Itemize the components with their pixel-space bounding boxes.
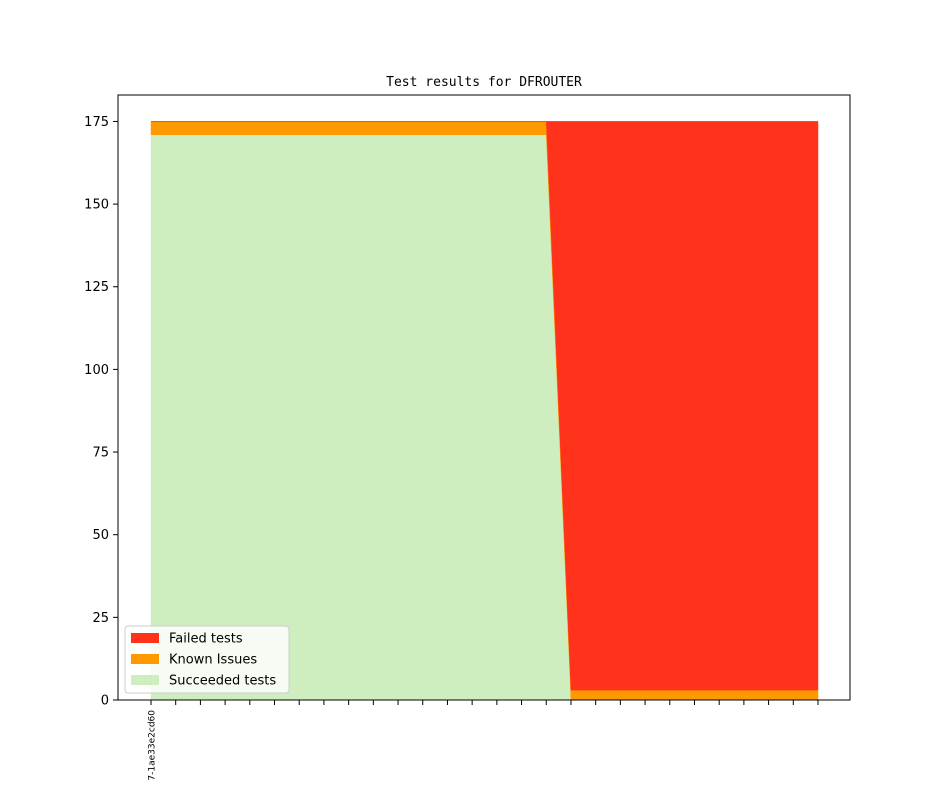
legend-box	[124, 625, 290, 694]
y-tick-label: 125	[84, 280, 109, 295]
area-failed-tests	[151, 121, 819, 691]
x-axis: 7-1ae33e2cd60	[148, 700, 819, 781]
y-tick-label: 100	[84, 363, 109, 378]
legend-swatch	[131, 654, 159, 664]
y-tick-label: 0	[101, 694, 109, 709]
y-tick-label: 25	[92, 611, 109, 626]
x-tick-label: 7-1ae33e2cd60	[148, 710, 158, 781]
y-tick-label: 75	[92, 446, 109, 461]
legend-label: Failed tests	[169, 632, 243, 647]
y-tick-label: 150	[84, 198, 109, 213]
legend-swatch	[131, 675, 159, 685]
legend-swatch	[131, 633, 159, 643]
y-tick-label: 175	[84, 115, 109, 130]
y-tick-label: 50	[92, 528, 109, 543]
legend-label: Succeeded tests	[169, 674, 276, 689]
legend: Failed tests Known Issues Succeeded tests	[124, 625, 290, 694]
y-axis: 0 25 50 75 100 125 150 175	[84, 115, 118, 709]
plot-frame	[117, 94, 851, 701]
chart-title: Test results for DFROUTER	[386, 75, 582, 90]
area-layers	[150, 121, 819, 701]
legend-label: Known Issues	[169, 653, 257, 668]
